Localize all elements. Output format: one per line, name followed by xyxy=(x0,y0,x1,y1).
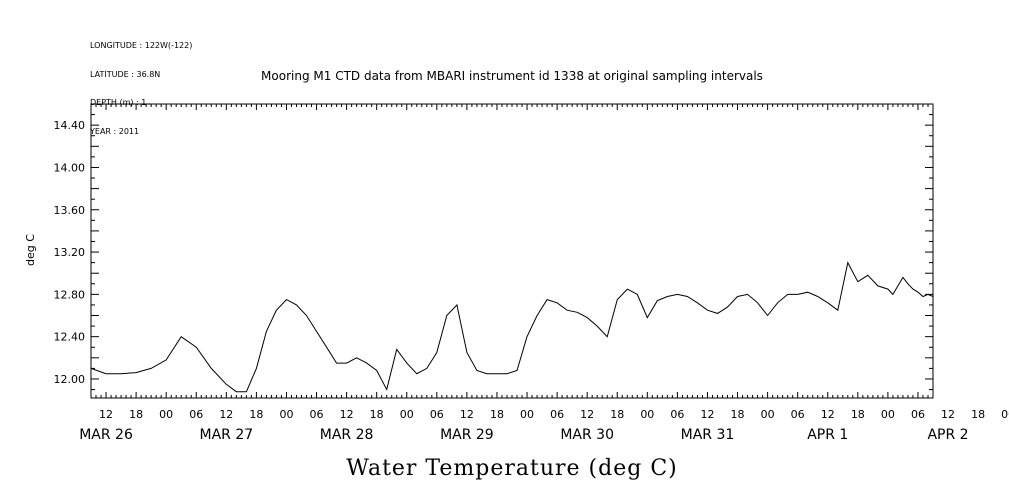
y-axis-label: deg C xyxy=(24,234,37,266)
day-label: MAR 29 xyxy=(440,427,494,443)
x-tick-label: 18 xyxy=(129,408,143,421)
y-tick-label: 13.60 xyxy=(54,204,86,217)
x-tick-label: 18 xyxy=(490,408,504,421)
metadata-block: LONGITUDE : 122W(-122) LATITUDE : 36.8N … xyxy=(90,22,192,146)
x-tick-label: 12 xyxy=(460,408,474,421)
x-tick-label: 18 xyxy=(249,408,263,421)
day-label: APR 1 xyxy=(807,427,848,443)
y-tick-label: 12.40 xyxy=(54,331,86,344)
plot-frame xyxy=(90,103,934,399)
day-label: MAR 27 xyxy=(199,427,253,443)
temperature-line xyxy=(90,261,934,393)
x-tick-labels: 12 18 00 06 12 18 00 06 12 18 00 06 12 18 00 06 12 18 00 06… xyxy=(99,408,1009,421)
y-tick-label: 12.00 xyxy=(54,373,86,386)
chart-title: Mooring M1 CTD data from MBARI instrumen… xyxy=(261,69,763,83)
day-label: MAR 26 xyxy=(79,427,133,443)
x-tick-label: 06 xyxy=(670,408,684,421)
day-label: MAR 31 xyxy=(681,427,735,443)
x-tick-label: 12 xyxy=(700,408,714,421)
x-tick-label: 12 xyxy=(340,408,354,421)
x-tick-label: 12 xyxy=(99,408,113,421)
y-tick-labels: 12.00 12.40 12.80 13.20 13.60 14.00 14.40 xyxy=(54,119,86,386)
y-tick-label: 12.80 xyxy=(54,288,86,301)
x-tick-label: 00 xyxy=(1001,408,1009,421)
y-tick-label: 14.00 xyxy=(54,161,86,174)
x-tick-label: 00 xyxy=(640,408,654,421)
x-tick-label: 06 xyxy=(791,408,805,421)
x-tick-label: 00 xyxy=(761,408,775,421)
x-tick-label: 00 xyxy=(159,408,173,421)
x-tick-label: 06 xyxy=(550,408,564,421)
x-tick-label: 18 xyxy=(731,408,745,421)
y-tick-label: 13.20 xyxy=(54,246,86,259)
x-tick-label: 18 xyxy=(610,408,624,421)
x-tick-label: 06 xyxy=(310,408,324,421)
x-tick-label: 00 xyxy=(520,408,534,421)
x-tick-label: 00 xyxy=(400,408,414,421)
latitude-label: LATITUDE : 36.8N xyxy=(90,69,161,79)
x-tick-label: 12 xyxy=(821,408,835,421)
x-tick-label: 06 xyxy=(911,408,925,421)
x-day-labels: MAR 26 MAR 27 MAR 28 MAR 29 MAR 30 MAR 31 APR … xyxy=(79,427,968,443)
x-tick-label: 18 xyxy=(851,408,865,421)
x-tick-label: 12 xyxy=(941,408,955,421)
day-label: APR 2 xyxy=(927,427,968,443)
year-label: YEAR : 2011 xyxy=(90,126,140,136)
day-label: MAR 28 xyxy=(320,427,374,443)
x-axis-label: Water Temperature (deg C) xyxy=(346,456,678,481)
axis-ticks xyxy=(91,104,934,398)
x-tick-label: 00 xyxy=(279,408,293,421)
x-tick-label: 18 xyxy=(370,408,384,421)
y-tick-label: 14.40 xyxy=(54,119,86,132)
day-label: MAR 30 xyxy=(560,427,614,443)
x-tick-label: 18 xyxy=(971,408,985,421)
x-tick-label: 12 xyxy=(580,408,594,421)
x-tick-label: 06 xyxy=(189,408,203,421)
x-tick-label: 06 xyxy=(430,408,444,421)
depth-label: DEPTH (m) : 1 xyxy=(90,98,147,107)
x-tick-label: 12 xyxy=(219,408,233,421)
longitude-label: LONGITUDE : 122W(-122) xyxy=(90,41,193,50)
x-tick-label: 00 xyxy=(881,408,895,421)
